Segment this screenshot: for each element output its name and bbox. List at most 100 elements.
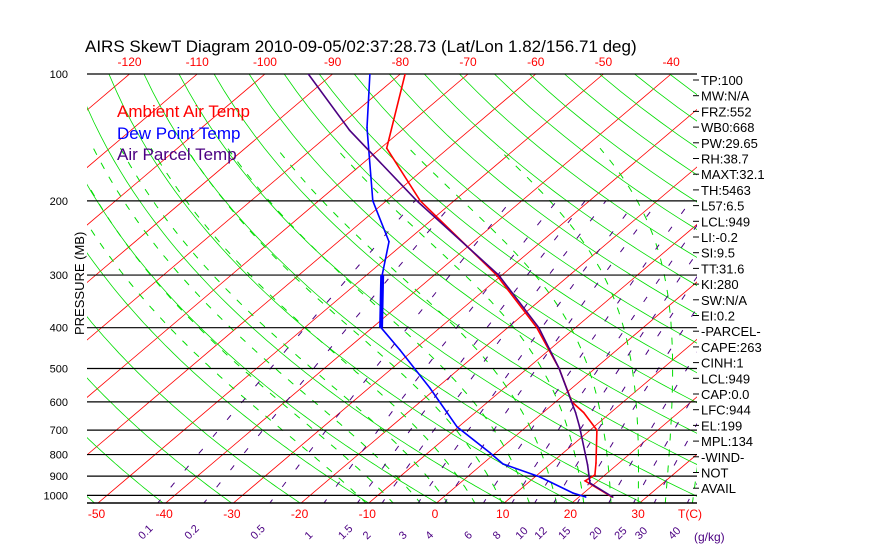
- isotherm-line: [87, 74, 130, 111]
- dry-adiabat-line: [87, 437, 164, 503]
- stat-item: CAP:0.0: [701, 387, 749, 402]
- top-temp-label: -90: [324, 55, 342, 69]
- moist-adiabat-line: [87, 182, 394, 503]
- stat-item: EI:0.2: [701, 309, 735, 324]
- chart-title: AIRS SkewT Diagram 2010-09-05/02:37:28.7…: [85, 37, 637, 56]
- stat-item: SI:9.5: [701, 246, 735, 261]
- mixing-ratio-unit: (g/kg): [694, 530, 725, 544]
- stat-item: CAPE:263: [701, 340, 762, 355]
- stat-item: TP:100: [701, 73, 743, 88]
- parcel-temp-point: [558, 367, 560, 370]
- parcel-temp-point: [578, 426, 581, 428]
- y-axis-label: PRESSURE (MB): [72, 232, 87, 335]
- pressure-label: 500: [50, 364, 68, 376]
- mixing-ratio-line: [269, 200, 512, 503]
- pressure-label: 900: [50, 471, 68, 483]
- mixing-ratio-line: [576, 307, 697, 503]
- mixing-ratio-label: 6: [462, 529, 475, 542]
- parcel-temp-point: [538, 326, 540, 329]
- dewpoint-temp-point: [366, 126, 368, 129]
- dry-adiabat-line: [845, 74, 870, 504]
- dry-adiabat-line: [87, 377, 233, 503]
- dewpoint-temp-point: [429, 387, 431, 389]
- mixing-ratio-label: 10: [514, 525, 531, 542]
- stat-item: AVAIL: [701, 481, 736, 496]
- mixing-ratio-line: [444, 200, 659, 503]
- isotherm-line: [87, 74, 469, 398]
- top-temp-label: -40: [662, 55, 680, 69]
- profiles: [307, 74, 614, 498]
- isotherm-line: [368, 223, 697, 503]
- pressure-label: 800: [50, 450, 68, 462]
- dewpoint-temp-point: [388, 240, 390, 243]
- mixing-ratio-line: [157, 200, 416, 503]
- mixing-ratio-line: [203, 200, 456, 503]
- dry-adiabat-line: [459, 74, 697, 258]
- dry-adiabat-line: [283, 74, 697, 404]
- bottom-temp-label: -30: [223, 507, 241, 521]
- bottom-temp-label: 10: [496, 507, 510, 521]
- ambient-temp-point: [582, 411, 585, 414]
- dry-adiabat-line: [775, 74, 870, 504]
- bottom-temp-label: -50: [88, 507, 106, 521]
- stat-item: LI:-0.2: [701, 230, 738, 245]
- stat-item: LCL:949: [701, 214, 750, 229]
- mixing-ratio-label: 12: [533, 525, 550, 542]
- stat-item: MW:N/A: [701, 89, 749, 104]
- dry-adiabat-line: [424, 74, 697, 287]
- stat-item: EL:199: [701, 418, 742, 433]
- stat-item: KI:280: [701, 277, 739, 292]
- stat-item: TH:5463: [701, 183, 751, 198]
- isotherm-line: [87, 74, 266, 226]
- bottom-temp-label: -40: [156, 507, 174, 521]
- parcel-temp-point: [307, 74, 310, 75]
- stat-item: PW:29.65: [701, 136, 758, 151]
- dewpoint-thick-segment: [379, 275, 385, 328]
- parcel-temp-point: [589, 482, 591, 484]
- ambient-temp-point: [495, 274, 498, 276]
- mixing-ratio-label: 4: [423, 529, 436, 542]
- stat-item: MPL:134: [701, 434, 753, 449]
- parcel-temp-point: [586, 464, 589, 466]
- moist-adiabat-line: [185, 147, 503, 503]
- mixing-ratio-label: 15: [556, 525, 573, 542]
- stat-item: LFC:944: [701, 403, 751, 418]
- dry-adiabat-line: [740, 74, 870, 504]
- top-temp-label: -100: [253, 55, 277, 69]
- parcel-temp-point: [574, 411, 577, 414]
- pressure-label: 700: [50, 425, 68, 437]
- bottom-temp-label: -10: [359, 507, 377, 521]
- parcel-temp-point: [612, 496, 614, 498]
- mixing-ratio-line: [553, 276, 697, 503]
- legend-ambient: Ambient Air Temp: [117, 102, 250, 121]
- ambient-temp-point: [535, 326, 538, 329]
- dry-adiabat-line: [318, 74, 697, 374]
- isotherm-line: [87, 74, 198, 169]
- isotherm-line: [571, 396, 697, 503]
- pressure-label: 200: [50, 196, 68, 208]
- stat-item: MAXT:32.1: [701, 167, 765, 182]
- isotherm-line: [87, 74, 401, 341]
- pressure-label: 100: [50, 69, 68, 81]
- top-temp-label: -120: [118, 55, 142, 69]
- mixing-ratio-line: [482, 200, 692, 503]
- dry-adiabat-line: [353, 74, 697, 344]
- dry-adiabat-line: [213, 74, 697, 465]
- pressure-lines: [87, 73, 697, 504]
- bottom-temp-label: 30: [631, 507, 645, 521]
- bottom-temp-label: -20: [291, 507, 309, 521]
- stat-item: -PARCEL-: [701, 324, 761, 339]
- mixing-ratio-label: 0.5: [248, 523, 267, 542]
- dry-adiabat-line: [143, 74, 644, 503]
- pressure-label: 600: [50, 397, 68, 409]
- stat-item: FRZ:552: [701, 104, 752, 119]
- isotherm-line: [774, 74, 870, 504]
- dewpoint-temp-point: [399, 349, 401, 351]
- stat-item: NOT: [701, 466, 729, 481]
- isotherm-line: [435, 281, 697, 503]
- bottom-temp-label: 0: [432, 507, 439, 521]
- mixing-ratio-line: [534, 252, 697, 503]
- top-temp-label: -60: [527, 55, 545, 69]
- dewpoint-temp-point: [371, 200, 374, 202]
